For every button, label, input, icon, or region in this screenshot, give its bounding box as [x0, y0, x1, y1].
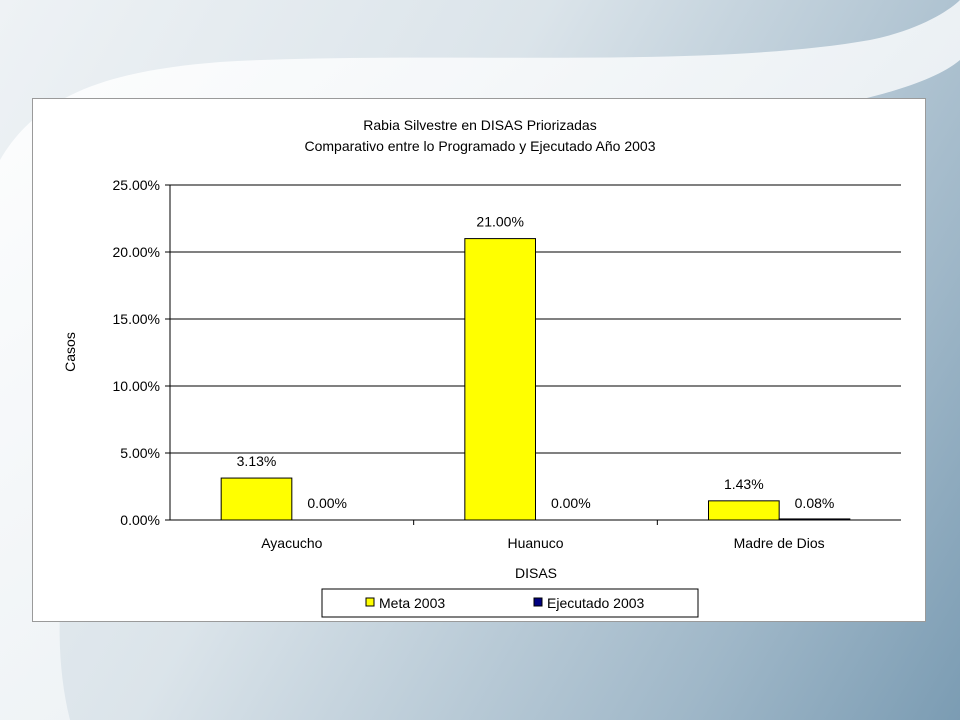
x-tick-label: Ayacucho	[261, 535, 322, 551]
chart-area: Rabia Silvestre en DISAS Priorizadas Com…	[32, 98, 926, 622]
bar-chart: Rabia Silvestre en DISAS Priorizadas Com…	[62, 117, 901, 618]
x-tick-label: Huanuco	[507, 535, 563, 551]
axes	[169, 185, 901, 521]
legend-swatch	[533, 597, 543, 607]
legend: Meta 2003 Ejecutado 2003	[321, 588, 699, 618]
x-axis-ticks: Ayacucho Huanuco Madre de Dios	[261, 520, 825, 551]
bar-meta	[464, 238, 536, 521]
x-tick-label: Madre de Dios	[734, 535, 825, 551]
y-tick-label: 0.00%	[120, 512, 160, 528]
data-label: 0.00%	[307, 495, 347, 511]
y-tick-label: 20.00%	[113, 244, 160, 260]
y-axis-title: Casos	[62, 332, 78, 372]
chart-title: Rabia Silvestre en DISAS Priorizadas	[363, 117, 596, 133]
x-axis-title: DISAS	[515, 565, 557, 581]
chart-subtitle: Comparativo entre lo Programado y Ejecut…	[305, 138, 656, 154]
y-tick-label: 15.00%	[113, 311, 160, 327]
legend-swatch	[365, 597, 375, 607]
y-tick-label: 10.00%	[113, 378, 160, 394]
bar-meta	[220, 477, 293, 521]
y-tick-label: 5.00%	[120, 445, 160, 461]
data-label: 1.43%	[724, 476, 764, 492]
data-label: 0.00%	[551, 495, 591, 511]
legend-box	[321, 588, 699, 618]
legend-label: Ejecutado 2003	[547, 595, 645, 611]
bar-meta	[708, 500, 780, 521]
data-labels: 3.13% 0.00% 21.00% 0.00% 1.43% 0.08%	[237, 214, 835, 511]
data-label: 0.08%	[795, 495, 835, 511]
data-label: 21.00%	[476, 214, 523, 230]
legend-label: Meta 2003	[379, 595, 445, 611]
data-label: 3.13%	[237, 453, 277, 469]
y-axis-ticks: 0.00% 5.00% 10.00% 15.00% 20.00% 25.00%	[113, 177, 170, 528]
y-tick-label: 25.00%	[113, 177, 160, 193]
